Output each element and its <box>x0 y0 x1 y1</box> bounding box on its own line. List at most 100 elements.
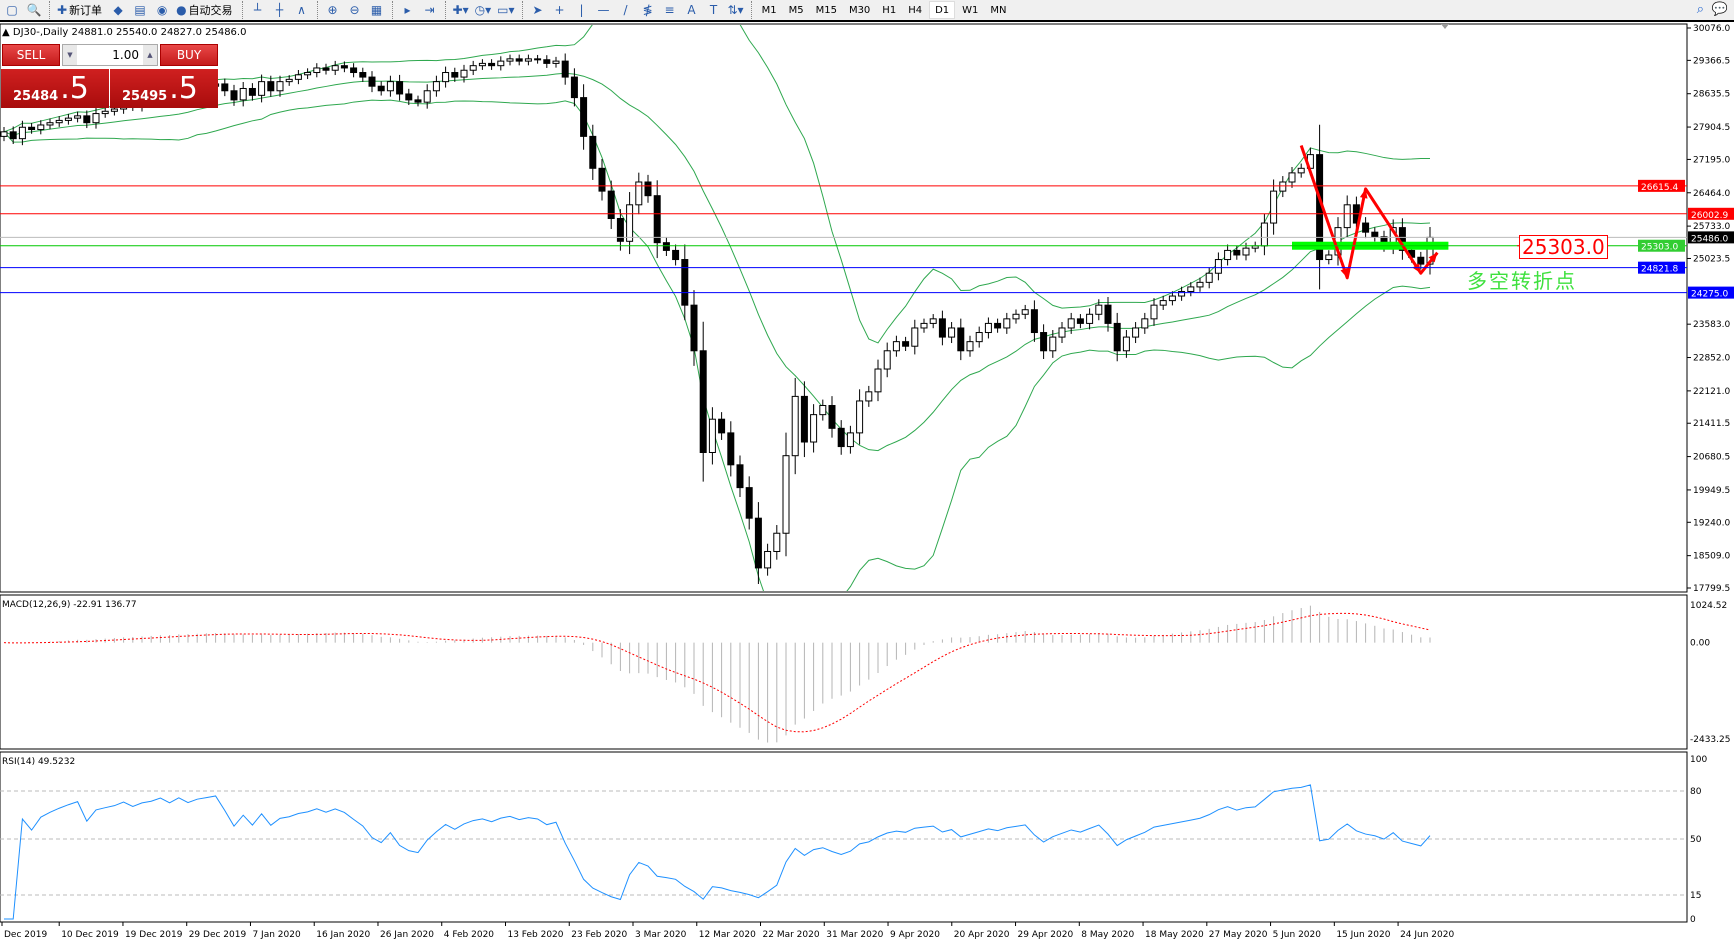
price-axis-label: 25023.5 <box>1693 254 1730 264</box>
cursor-icon: ➤ <box>532 3 543 17</box>
volume-decrease-icon[interactable]: ▼ <box>63 45 77 65</box>
templates-button[interactable]: ▭▾ <box>495 1 516 19</box>
buy-price[interactable]: 25495.5 <box>110 69 218 108</box>
profiles-button[interactable]: 🔍 <box>24 1 44 19</box>
candle <box>920 318 928 333</box>
trendline-button[interactable]: / <box>616 1 636 19</box>
candle-body <box>727 432 735 466</box>
candle <box>221 78 229 97</box>
volume-increase-icon[interactable]: ▲ <box>143 45 157 65</box>
candle <box>331 60 339 76</box>
candle-body <box>616 217 624 242</box>
new-order-button[interactable]: ✚ 新订单 <box>55 1 106 19</box>
periods-button[interactable]: ◷▾ <box>473 1 494 19</box>
candle-body <box>74 115 82 119</box>
date-axis-label: 16 Jan 2020 <box>316 930 370 940</box>
sell-price[interactable]: 25484.5 <box>1 69 109 108</box>
volume-input[interactable]: 1.00 <box>112 48 139 62</box>
zoom-out-button[interactable]: ⊖ <box>345 1 365 19</box>
signals-button[interactable]: ◉ <box>152 1 172 19</box>
arrows-button[interactable]: ⇅▾ <box>726 1 746 19</box>
candle <box>64 113 72 125</box>
fibo-fan-button[interactable]: ≡ <box>660 1 680 19</box>
timeframe-m5[interactable]: M5 <box>788 4 804 16</box>
auto-scroll-button[interactable]: ▸ <box>398 1 418 19</box>
candle <box>1187 282 1195 297</box>
toolbar-label: 新订单 <box>69 4 103 17</box>
candle-body <box>294 74 302 80</box>
candle-body <box>653 195 661 244</box>
date-axis-label: 3 Mar 2020 <box>635 930 687 940</box>
candle-body <box>837 427 845 448</box>
candle <box>1297 163 1305 178</box>
line-chart-button[interactable]: ∧ <box>292 1 312 19</box>
timeframe-m30[interactable]: M30 <box>848 4 871 16</box>
candle <box>294 70 302 85</box>
toolbar-separator <box>750 1 752 19</box>
text-button[interactable]: A <box>682 1 702 19</box>
toolbar-separator <box>444 1 446 19</box>
candle-body <box>984 322 992 334</box>
candle-body <box>432 81 440 92</box>
candle-body <box>1159 300 1167 306</box>
indicators-button[interactable]: ✚▾ <box>451 1 471 19</box>
candle-body <box>957 327 965 352</box>
candle-body <box>1058 327 1066 338</box>
candle-body <box>1270 190 1278 224</box>
candle <box>1260 213 1268 256</box>
vertical-line-button[interactable]: | <box>572 1 592 19</box>
rsi-line <box>4 784 1431 920</box>
horizontal-line-button[interactable]: — <box>594 1 614 19</box>
candle <box>478 59 486 70</box>
autotrading-button[interactable]: ● 自动交易 <box>174 1 236 19</box>
volume-stepper[interactable]: ▼ 1.00 ▲ <box>62 44 158 66</box>
search-icon[interactable]: ⌕ <box>1696 2 1704 17</box>
candle-body <box>589 135 597 169</box>
candle-body <box>414 99 422 103</box>
candle <box>460 64 468 83</box>
rsi-axis-label: 80 <box>1690 787 1702 797</box>
timeframe-m1[interactable]: M1 <box>761 4 777 16</box>
candle <box>837 420 845 455</box>
candlestick-button[interactable]: ┼ <box>270 1 290 19</box>
candle <box>1270 179 1278 235</box>
candle <box>377 81 385 96</box>
buy-button[interactable]: BUY <box>160 44 218 66</box>
sell-price-main: 25484 <box>13 89 59 104</box>
macd-signal-line <box>3 612 1431 733</box>
price-axis-label: 20680.5 <box>1693 453 1730 463</box>
bar-chart-button[interactable]: ┴ <box>248 1 268 19</box>
candle-body <box>690 304 698 352</box>
tile-windows-button[interactable]: ▦ <box>367 1 387 19</box>
collapse-triangle-icon[interactable]: ▲ <box>2 27 13 38</box>
cursor-button[interactable]: ➤ <box>528 1 548 19</box>
timeframe-h4[interactable]: H4 <box>908 4 923 16</box>
chart-shift-button[interactable]: ⇥ <box>420 1 440 19</box>
text-label-button[interactable]: T <box>704 1 724 19</box>
candle-body <box>478 62 486 67</box>
timeframe-w1[interactable]: W1 <box>962 4 979 16</box>
candle-body <box>1150 304 1158 320</box>
annotation-text[interactable]: 多空转折点 <box>1467 269 1577 293</box>
annotation-price-label[interactable]: 25303.0 <box>1519 235 1608 259</box>
candle <box>248 83 256 101</box>
candle <box>276 75 284 97</box>
timeframe-m15[interactable]: M15 <box>815 4 837 16</box>
candle <box>506 54 514 66</box>
level-price-tag: 25303.0 <box>1641 243 1678 253</box>
navigator-button[interactable]: ▤ <box>130 1 150 19</box>
fibonacci-button[interactable]: ≸ <box>638 1 658 19</box>
candle <box>782 432 790 557</box>
community-icon[interactable]: 💬 <box>1711 2 1728 17</box>
timeframe-mn[interactable]: MN <box>990 4 1007 16</box>
sell-button[interactable]: SELL <box>2 44 60 66</box>
zoom-in-button[interactable]: ⊕ <box>323 1 343 19</box>
crosshair-button[interactable]: + <box>550 1 570 19</box>
candle <box>1132 322 1140 344</box>
price-axis-label: 22852.0 <box>1693 354 1730 364</box>
timeframe-h1[interactable]: H1 <box>882 4 897 16</box>
timeframe-d1[interactable]: D1 <box>929 1 956 19</box>
metaeditor-button[interactable]: ◆ <box>108 1 128 19</box>
new-window-button[interactable]: ▢ <box>2 1 22 19</box>
